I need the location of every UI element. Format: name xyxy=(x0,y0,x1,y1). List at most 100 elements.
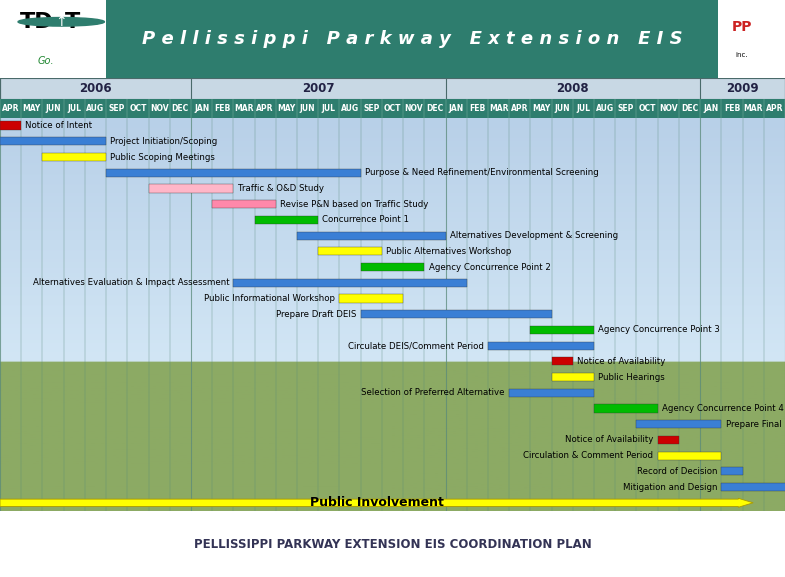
Text: JAN: JAN xyxy=(448,104,464,113)
Text: Go.: Go. xyxy=(37,56,54,66)
Text: Notice of Availability: Notice of Availability xyxy=(577,357,666,366)
Text: Prepare Draft DEIS: Prepare Draft DEIS xyxy=(276,310,356,319)
Bar xyxy=(721,483,785,491)
Text: Agency Concurrence Point 3: Agency Concurrence Point 3 xyxy=(598,325,720,335)
Bar xyxy=(718,0,785,78)
Text: Concurrence Point 1: Concurrence Point 1 xyxy=(323,215,410,224)
Text: APR: APR xyxy=(2,104,20,113)
Text: OCT: OCT xyxy=(130,104,147,113)
Bar xyxy=(42,153,106,161)
Text: MAR: MAR xyxy=(743,104,763,113)
Bar xyxy=(106,168,360,177)
Bar xyxy=(0,122,21,130)
Bar xyxy=(360,263,425,271)
Bar xyxy=(297,231,446,239)
Bar xyxy=(212,200,276,208)
Text: Public Hearings: Public Hearings xyxy=(598,373,665,381)
Text: Agency Concurrence Point 4: Agency Concurrence Point 4 xyxy=(662,404,783,413)
Text: Traffic & O&D Study: Traffic & O&D Study xyxy=(238,184,323,193)
Bar xyxy=(637,420,721,428)
Text: Public Scoping Meetings: Public Scoping Meetings xyxy=(111,152,215,162)
Bar xyxy=(360,310,552,319)
Text: P e l l i s s i p p i   P a r k w a y   E x t e n s i o n   E I S: P e l l i s s i p p i P a r k w a y E x … xyxy=(142,30,682,48)
Bar xyxy=(721,467,743,475)
Bar xyxy=(488,342,594,350)
Text: APR: APR xyxy=(257,104,274,113)
Text: JUL: JUL xyxy=(322,104,336,113)
FancyArrow shape xyxy=(0,499,753,507)
Text: 2007: 2007 xyxy=(302,82,334,95)
Text: PELLISSIPPI PARKWAY EXTENSION EIS COORDINATION PLAN: PELLISSIPPI PARKWAY EXTENSION EIS COORDI… xyxy=(194,538,591,551)
Text: ↑: ↑ xyxy=(56,15,67,29)
Text: OCT: OCT xyxy=(384,104,401,113)
Bar xyxy=(658,452,721,460)
Text: APR: APR xyxy=(511,104,528,113)
Text: MAR: MAR xyxy=(489,104,509,113)
Text: DEC: DEC xyxy=(681,104,698,113)
Text: MAY: MAY xyxy=(277,104,295,113)
Bar xyxy=(339,294,403,302)
Text: Project Initiation/Scoping: Project Initiation/Scoping xyxy=(111,137,217,146)
Text: Prepare Final EIS: Prepare Final EIS xyxy=(725,419,785,429)
Text: Mitigation and Design: Mitigation and Design xyxy=(623,482,717,492)
Text: Purpose & Need Refinement/Environmental Screening: Purpose & Need Refinement/Environmental … xyxy=(365,168,599,177)
Text: NOV: NOV xyxy=(150,104,169,113)
Text: Alternatives Development & Screening: Alternatives Development & Screening xyxy=(450,231,618,240)
Text: Record of Decision: Record of Decision xyxy=(637,467,717,476)
Bar xyxy=(552,357,573,365)
Text: inc.: inc. xyxy=(736,51,748,58)
Bar xyxy=(0,0,106,78)
Bar xyxy=(148,184,233,193)
Bar xyxy=(594,404,658,413)
Text: Revise P&N based on Traffic Study: Revise P&N based on Traffic Study xyxy=(280,200,429,209)
Text: MAR: MAR xyxy=(234,104,254,113)
Text: Notice of Availability: Notice of Availability xyxy=(565,436,653,444)
Text: PP: PP xyxy=(732,20,752,34)
Text: JUL: JUL xyxy=(576,104,590,113)
Text: Notice of Intent: Notice of Intent xyxy=(25,121,93,130)
Text: T: T xyxy=(65,12,80,32)
Bar xyxy=(509,389,594,397)
Bar xyxy=(531,326,594,334)
Text: TD: TD xyxy=(20,12,53,32)
Text: JUN: JUN xyxy=(300,104,316,113)
Text: Public Involvement: Public Involvement xyxy=(309,496,444,509)
Text: SEP: SEP xyxy=(108,104,125,113)
Text: AUG: AUG xyxy=(596,104,614,113)
Bar xyxy=(233,279,467,287)
Text: 2008: 2008 xyxy=(557,82,590,95)
Text: AUG: AUG xyxy=(341,104,359,113)
Bar xyxy=(552,373,594,381)
Circle shape xyxy=(18,17,104,26)
Text: DEC: DEC xyxy=(172,104,189,113)
Text: Agency Concurrence Point 2: Agency Concurrence Point 2 xyxy=(429,263,550,272)
Text: JUL: JUL xyxy=(68,104,82,113)
Text: NOV: NOV xyxy=(659,104,677,113)
Bar xyxy=(254,216,318,224)
Text: JAN: JAN xyxy=(194,104,209,113)
Text: 2006: 2006 xyxy=(79,82,111,95)
Text: OCT: OCT xyxy=(638,104,655,113)
Text: DEC: DEC xyxy=(426,104,444,113)
Text: JUN: JUN xyxy=(554,104,570,113)
Text: Alternatives Evaluation & Impact Assessment: Alternatives Evaluation & Impact Assessm… xyxy=(32,278,229,287)
Text: Public Informational Workshop: Public Informational Workshop xyxy=(204,294,335,303)
Text: AUG: AUG xyxy=(86,104,104,113)
Text: Selection of Preferred Alternative: Selection of Preferred Alternative xyxy=(361,388,505,397)
Text: SEP: SEP xyxy=(618,104,634,113)
Text: Public Alternatives Workshop: Public Alternatives Workshop xyxy=(386,247,512,256)
Text: JAN: JAN xyxy=(703,104,718,113)
Text: Circulation & Comment Period: Circulation & Comment Period xyxy=(524,451,653,460)
Bar xyxy=(658,436,679,444)
Text: JUN: JUN xyxy=(46,104,61,113)
Text: 2009: 2009 xyxy=(726,82,759,95)
Bar xyxy=(0,137,106,145)
Bar xyxy=(106,0,718,78)
Text: MAY: MAY xyxy=(532,104,550,113)
Text: NOV: NOV xyxy=(404,104,423,113)
Text: SEP: SEP xyxy=(363,104,379,113)
Text: FEB: FEB xyxy=(214,104,231,113)
Bar xyxy=(318,247,382,256)
Text: MAY: MAY xyxy=(23,104,41,113)
Text: FEB: FEB xyxy=(469,104,485,113)
